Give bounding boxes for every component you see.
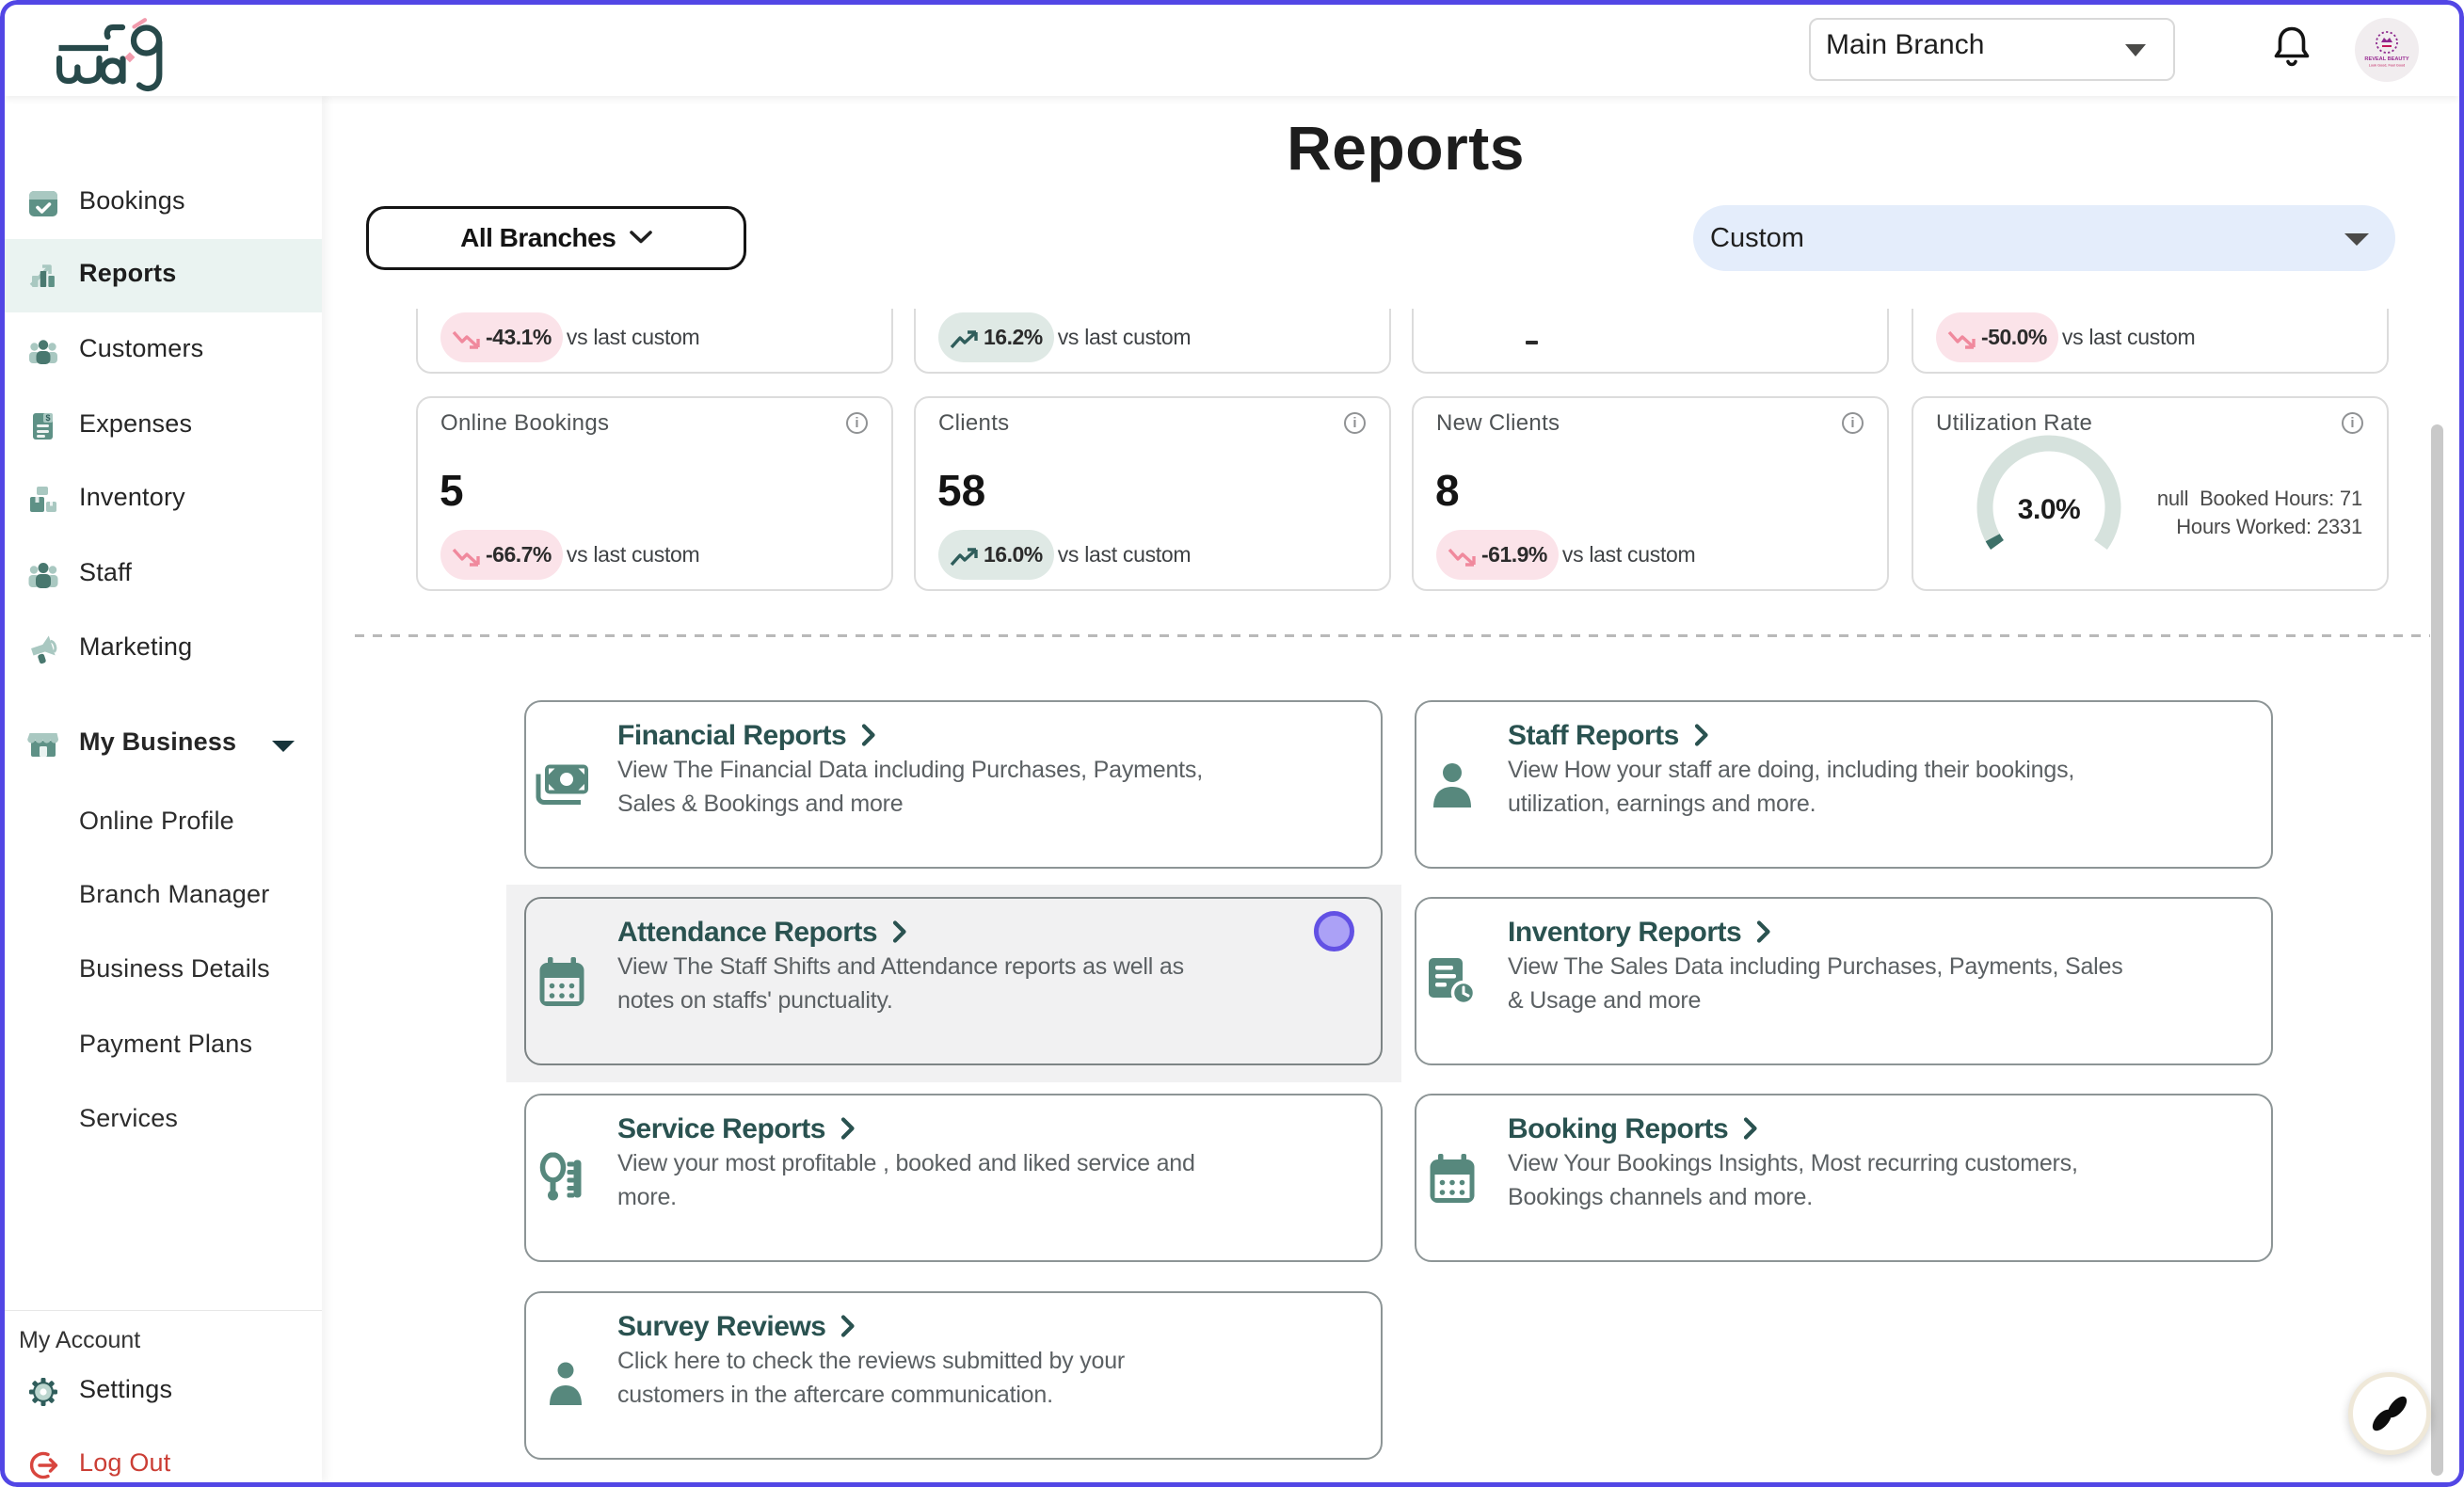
- svg-text:Look Good, Feel Good: Look Good, Feel Good: [2369, 64, 2405, 68]
- svg-text:REVEAL BEAUTY: REVEAL BEAUTY: [2364, 56, 2408, 62]
- svg-text:$: $: [45, 413, 50, 423]
